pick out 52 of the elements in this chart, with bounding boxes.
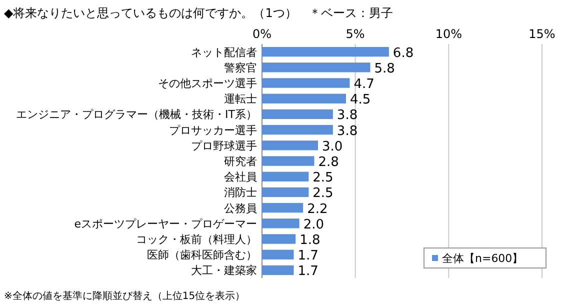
y-tick-label: コック・板前（料理人） <box>136 233 257 246</box>
data-label: 1.7 <box>298 248 318 264</box>
y-tick-label: その他スポーツ選手 <box>158 77 257 90</box>
y-tick-label: 公務員 <box>224 202 257 215</box>
y-tick-label: 大工・建築家 <box>191 264 257 278</box>
data-label: 2.2 <box>307 202 328 217</box>
y-tick-label: エンジニア・プログラマー（機械・技術・IT系） <box>16 108 257 122</box>
y-tick-label: 消防士 <box>224 186 257 200</box>
bar <box>262 140 318 150</box>
data-label: 4.5 <box>350 92 371 108</box>
data-label: 6.8 <box>392 46 414 61</box>
data-label: 2.0 <box>303 217 324 232</box>
bar <box>262 124 333 135</box>
y-tick-label: 会社員 <box>224 170 257 184</box>
bar <box>262 250 294 260</box>
legend-label: 全体【n=600】 <box>442 252 524 265</box>
data-label: 4.7 <box>354 77 374 92</box>
bar <box>262 94 346 104</box>
data-label: 2.8 <box>318 155 339 170</box>
bar <box>262 109 333 120</box>
bar <box>262 46 389 57</box>
bar <box>262 202 304 213</box>
y-tick-label: 医師（歯科医師含む） <box>147 248 257 262</box>
data-label: 2.5 <box>312 186 334 202</box>
chart-title: ◆将来なりたいと思っているものは何ですか。（1つ） ＊ベース：男子 <box>4 6 393 20</box>
bar <box>262 218 300 228</box>
x-tick-label: 0% <box>252 27 272 41</box>
bar <box>262 78 350 88</box>
data-label: 1.8 <box>300 233 320 248</box>
bar <box>262 156 314 166</box>
bar <box>262 234 296 244</box>
data-label: 5.8 <box>374 61 395 76</box>
bar <box>262 265 294 276</box>
data-label: 3.8 <box>336 108 358 124</box>
x-tick-label: 10% <box>435 27 462 41</box>
text: ※全体の値を基準に降順並び替え（上位15位を表示） <box>4 290 246 302</box>
bar <box>262 172 309 182</box>
x-tick-label: 15% <box>528 27 556 41</box>
y-tick-label: プロ野球選手 <box>191 139 257 152</box>
y-tick-label: ネット配信者 <box>191 46 257 59</box>
y-tick-label: プロサッカー選手 <box>169 124 257 137</box>
data-label: 3.8 <box>336 124 358 139</box>
y-tick-label: 警察官 <box>224 61 257 74</box>
data-label: 2.5 <box>312 170 334 186</box>
y-tick-label: 運転士 <box>224 92 257 106</box>
data-label: 1.7 <box>298 264 318 280</box>
x-tick-label: 5% <box>346 27 365 41</box>
bar <box>262 187 309 198</box>
y-tick-label: 研究者 <box>224 155 257 168</box>
y-tick-label: eスポーツプレーヤー・プロゲーマー <box>74 217 257 230</box>
bar <box>262 62 370 72</box>
data-label: 3.0 <box>322 139 343 154</box>
